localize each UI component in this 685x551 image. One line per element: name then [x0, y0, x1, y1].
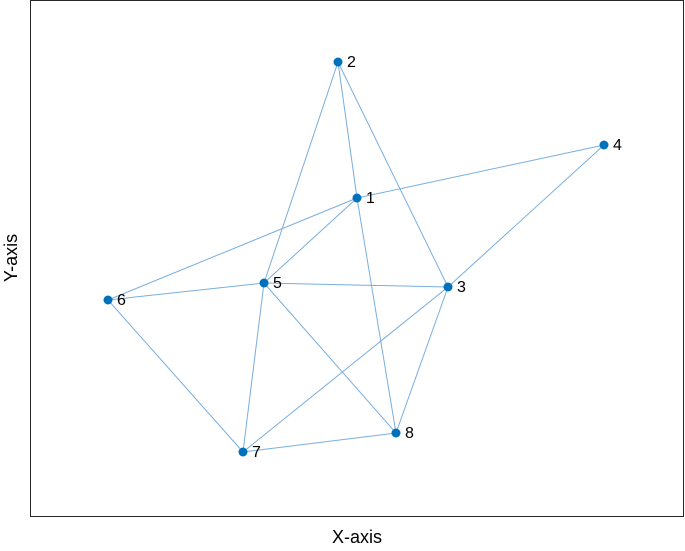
- nodes: 1 2 3 4 5 6 7 8: [103, 54, 622, 461]
- node-label: 6: [117, 292, 126, 309]
- edges: [107, 61, 605, 453]
- edge: [447, 144, 605, 288]
- node-label: 1: [366, 190, 375, 207]
- edge: [242, 432, 397, 453]
- edge: [107, 299, 244, 453]
- edge: [337, 61, 449, 288]
- node: [259, 278, 269, 288]
- node: [391, 428, 401, 438]
- node: [103, 295, 113, 305]
- axes-box: [30, 0, 684, 517]
- edge: [263, 61, 339, 284]
- edge: [242, 282, 265, 453]
- x-axis-label: X-axis: [332, 527, 382, 546]
- edge: [263, 282, 397, 434]
- node-label: 2: [347, 54, 356, 71]
- edge: [356, 197, 397, 434]
- edge: [263, 282, 449, 288]
- node-label: 7: [252, 444, 261, 461]
- edge: [395, 286, 449, 434]
- edge: [107, 197, 358, 301]
- node-label: 3: [457, 279, 466, 296]
- node-label: 5: [273, 275, 282, 292]
- node-label: 8: [405, 425, 414, 442]
- edge: [356, 144, 605, 199]
- node: [333, 57, 343, 67]
- node-label: 4: [613, 137, 622, 154]
- edge: [263, 197, 358, 284]
- node: [238, 447, 248, 457]
- node: [352, 193, 362, 203]
- y-axis-label: Y-axis: [1, 234, 21, 282]
- edge: [242, 286, 449, 453]
- node: [599, 140, 609, 150]
- node: [443, 282, 453, 292]
- edge: [107, 282, 265, 301]
- edge: [337, 61, 358, 199]
